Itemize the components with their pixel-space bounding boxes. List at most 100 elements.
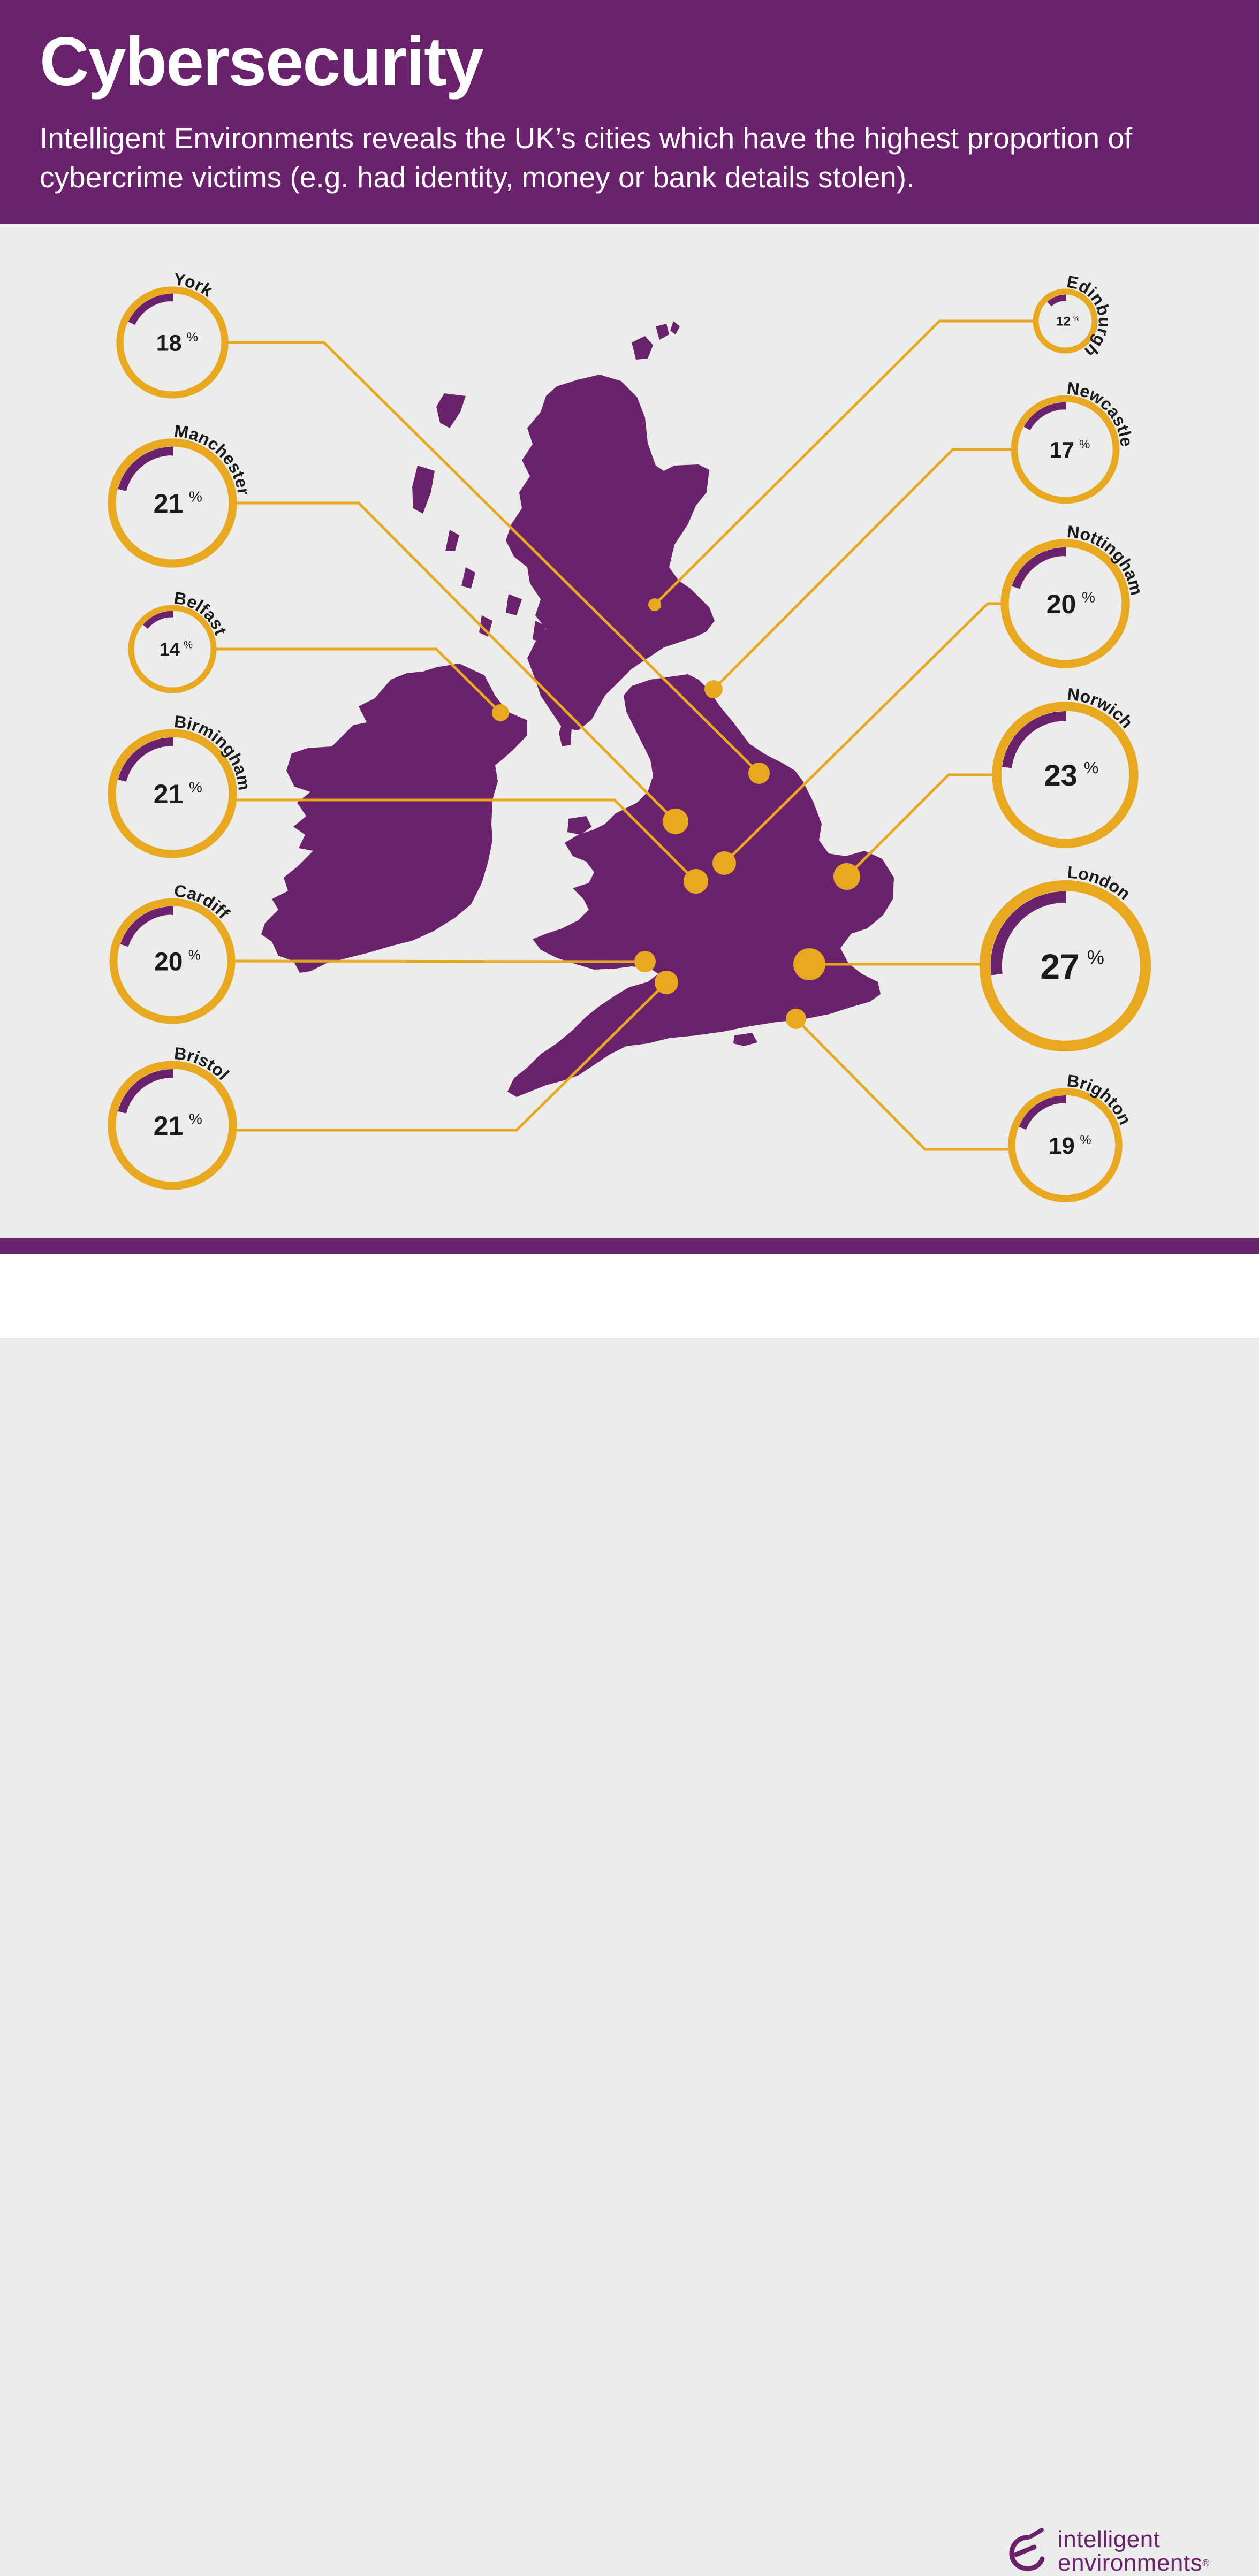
logo-text-environments: environments®: [1058, 2551, 1210, 2575]
proportion-arc-manchester: [118, 447, 173, 492]
value-belfast: 14: [160, 639, 180, 660]
logo-text-environments-word: environments: [1058, 2550, 1203, 2576]
connector-nottingham: [723, 602, 1005, 864]
ring-belfast: [128, 605, 217, 693]
proportion-arc-birmingham: [118, 737, 173, 782]
unit-brighton: %: [1080, 1133, 1091, 1147]
bottom-divider: [0, 1238, 1259, 1254]
unit-bristol: %: [189, 1111, 202, 1127]
ring-london: [979, 880, 1151, 1052]
map-dot-york: [748, 763, 770, 784]
ring-york: [116, 286, 229, 399]
ring-brighton: [1008, 1088, 1123, 1202]
scotland-shape: [506, 375, 715, 730]
company-logo: intelligent environments®: [1006, 2522, 1242, 2576]
map-dot-newcastle: [704, 680, 723, 698]
connector-bristol: [233, 981, 668, 1132]
value-birmingham: 21: [154, 779, 184, 809]
map-dot-edinburgh: [648, 598, 661, 611]
ring-cardiff: [109, 898, 236, 1024]
map-dot-belfast: [492, 704, 509, 721]
map-panel: 18% York 21% Manchester 14% Belfast 21% Birming…: [0, 224, 1259, 1238]
ring-manchester: [108, 438, 237, 568]
proportion-arc-york: [128, 293, 173, 325]
city-ring-london: 27 %London: [979, 863, 1151, 1052]
city-map-chart: 18 %York 21 %Manchester 14 %Belfast 21 %Birming…: [108, 270, 1151, 1202]
registered-mark: ®: [1202, 2558, 1210, 2569]
ireland-shape: [261, 664, 527, 973]
orkney-islands: [632, 321, 680, 360]
ring-birmingham: [108, 729, 237, 858]
ring-edinburgh: [1033, 288, 1098, 354]
map-dot-birmingham: [684, 869, 708, 894]
anglesey: [567, 816, 591, 835]
map-dot-london: [793, 948, 825, 980]
connector-cardiff: [231, 959, 646, 963]
map-dot-bristol: [655, 971, 678, 994]
city-ring-edinburgh: 12 %Edinburgh: [1033, 272, 1114, 361]
unit-manchester: %: [189, 489, 202, 505]
connector-birmingham: [233, 798, 697, 882]
map-dot-brighton: [786, 1009, 806, 1029]
map-dot-norwich: [833, 863, 860, 890]
connector-edinburgh: [654, 319, 1036, 606]
logo-text-intelligent: intelligent: [1058, 2526, 1161, 2552]
ring-newcastle: [1011, 395, 1120, 504]
city-ring-birmingham: 21 %Birmingham: [108, 712, 254, 858]
city-ring-brighton: 19 %Brighton: [1008, 1071, 1135, 1202]
isle-of-man: [559, 723, 572, 746]
e-swoosh-icon: [1009, 2528, 1045, 2571]
value-norwich: 23: [1044, 758, 1077, 792]
map-dot-nottingham: [712, 851, 736, 875]
value-cardiff: 20: [154, 948, 183, 976]
city-connectors: [214, 319, 1036, 1151]
unit-newcastle: %: [1079, 437, 1090, 451]
map-dot-manchester: [663, 809, 688, 834]
city-ring-norwich: 23 %Norwich: [992, 684, 1139, 848]
isle-of-wight: [733, 1033, 757, 1046]
city-ring-cardiff: 20 %Cardiff: [109, 881, 236, 1024]
proportion-arc-london: [990, 891, 1066, 975]
connector-norwich: [846, 773, 997, 878]
proportion-arc-norwich: [1002, 711, 1066, 768]
proportion-arc-bristol: [118, 1069, 173, 1114]
unit-birmingham: %: [189, 779, 202, 796]
unit-london: %: [1087, 947, 1104, 969]
city-ring-belfast: 14 %Belfast: [128, 588, 231, 693]
ring-nottingham: [1000, 539, 1130, 668]
page-subtitle: Intelligent Environments reveals the UK’…: [40, 121, 1133, 194]
city-ring-manchester: 21 %Manchester: [108, 421, 254, 568]
connector-newcastle: [712, 448, 1014, 690]
unit-cardiff: %: [188, 947, 201, 963]
value-manchester: 21: [154, 489, 184, 519]
city-ring-nottingham: 20 %Nottingham: [1000, 522, 1147, 668]
city-ring-york: 18 %York: [116, 270, 229, 399]
value-edinburgh: 12: [1056, 315, 1071, 329]
ring-norwich: [992, 702, 1139, 848]
value-bristol: 21: [154, 1111, 184, 1141]
connector-manchester: [232, 501, 677, 822]
connector-brighton: [795, 1018, 1012, 1151]
value-newcastle: 17: [1049, 437, 1074, 462]
proportion-arc-nottingham: [1012, 547, 1066, 589]
proportion-arc-newcastle: [1023, 402, 1066, 431]
value-nottingham: 20: [1046, 589, 1076, 619]
unit-norwich: %: [1084, 758, 1099, 777]
unit-belfast: %: [184, 639, 193, 651]
city-ring-newcastle: 17 %Newcastle: [1011, 378, 1136, 504]
proportion-arc-belfast: [143, 611, 173, 629]
proportion-arc-brighton: [1019, 1095, 1066, 1130]
connector-york: [225, 341, 760, 774]
uk-ireland-map: [261, 321, 894, 1097]
ring-bristol: [108, 1061, 237, 1190]
footer: intelligent environments®: [0, 1254, 1259, 2575]
page-title: Cybersecurity: [40, 24, 484, 100]
header-banner: Cybersecurity Intelligent Environments r…: [0, 0, 1259, 224]
connector-belfast: [214, 647, 502, 714]
unit-york: %: [187, 330, 198, 345]
proportion-arc-cardiff: [120, 906, 173, 947]
value-brighton: 19: [1049, 1133, 1075, 1159]
city-ring-bristol: 21 %Bristol: [108, 1043, 237, 1190]
map-dot-cardiff: [634, 951, 656, 972]
unit-nottingham: %: [1082, 589, 1095, 606]
